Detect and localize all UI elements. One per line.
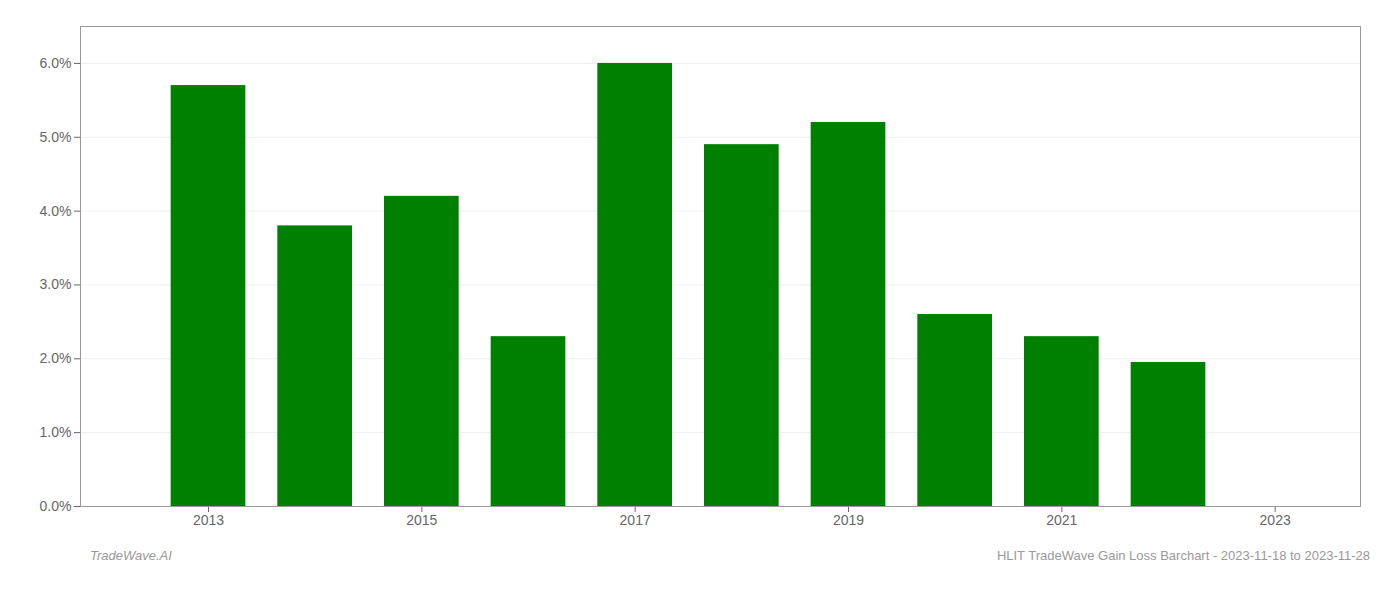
svg-text:0.0%: 0.0% [40,498,72,514]
svg-text:2023: 2023 [1260,512,1291,528]
svg-text:6.0%: 6.0% [40,55,72,71]
svg-text:2019: 2019 [833,512,864,528]
svg-text:2013: 2013 [193,512,224,528]
html-text:TradeWave.AI: TradeWave.AI [90,548,172,563]
svg-text:3.0%: 3.0% [40,276,72,292]
html-text:HLIT TradeWave Gain Loss Barch: HLIT TradeWave Gain Loss Barchart - 2023… [996,548,1370,563]
svg-text:2015: 2015 [406,512,437,528]
svg-text:5.0%: 5.0% [40,129,72,145]
svg-text:2021: 2021 [1046,512,1077,528]
svg-text:2017: 2017 [620,512,651,528]
svg-text:1.0%: 1.0% [40,424,72,440]
svg-text:4.0%: 4.0% [40,203,72,219]
svg-text:2.0%: 2.0% [40,350,72,366]
